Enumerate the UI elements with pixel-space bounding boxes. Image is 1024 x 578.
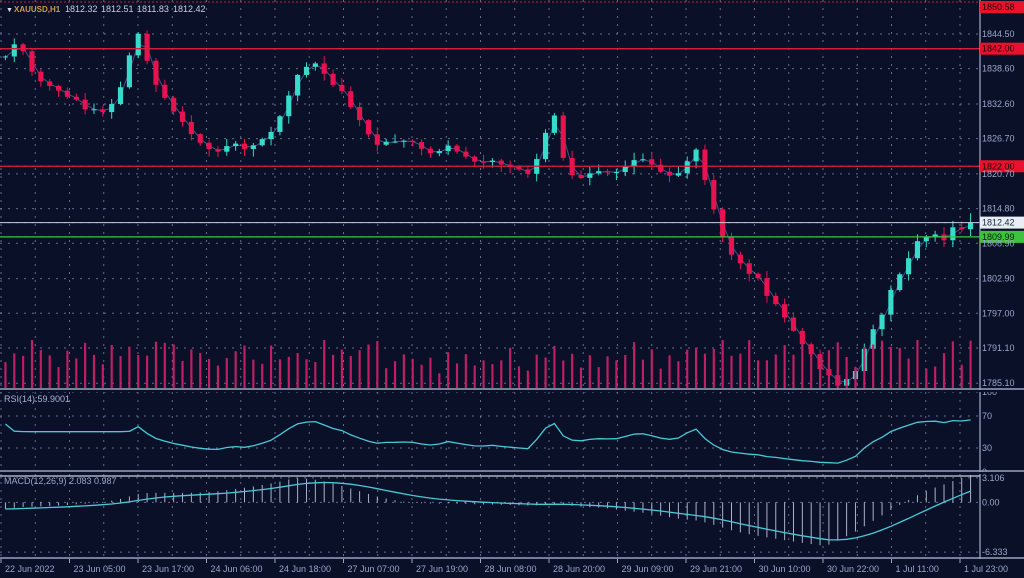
svg-text:1812.51: 1812.51 xyxy=(101,4,134,14)
svg-text:27 Jun 07:00: 27 Jun 07:00 xyxy=(348,564,400,574)
svg-text:1785.10: 1785.10 xyxy=(982,378,1015,388)
svg-text:28 Jun 20:00: 28 Jun 20:00 xyxy=(553,564,605,574)
svg-text:1 Jul 11:00: 1 Jul 11:00 xyxy=(896,564,939,574)
svg-text:28 Jun 08:00: 28 Jun 08:00 xyxy=(485,564,537,574)
svg-text:1797.00: 1797.00 xyxy=(982,308,1015,318)
svg-text:70: 70 xyxy=(982,411,992,421)
svg-text:MACD(12,26,9) 2.083 0.987: MACD(12,26,9) 2.083 0.987 xyxy=(4,476,117,486)
svg-text:1814.80: 1814.80 xyxy=(982,204,1015,214)
svg-text:30 Jun 10:00: 30 Jun 10:00 xyxy=(759,564,811,574)
svg-text:1826.70: 1826.70 xyxy=(982,134,1015,144)
svg-text:24 Jun 18:00: 24 Jun 18:00 xyxy=(279,564,331,574)
svg-text:1820.70: 1820.70 xyxy=(982,169,1015,179)
svg-text:RSI(14):59.9001: RSI(14):59.9001 xyxy=(4,394,70,404)
svg-text:1802.90: 1802.90 xyxy=(982,274,1015,284)
svg-text:XAUUSD,H1: XAUUSD,H1 xyxy=(14,5,61,14)
svg-text:1812.42: 1812.42 xyxy=(982,218,1015,228)
svg-text:1844.50: 1844.50 xyxy=(982,29,1015,39)
svg-text:1 Jul 23:00: 1 Jul 23:00 xyxy=(964,564,1008,574)
svg-text:29 Jun 09:00: 29 Jun 09:00 xyxy=(622,564,674,574)
svg-text:23 Jun 05:00: 23 Jun 05:00 xyxy=(74,564,126,574)
svg-text:3.106: 3.106 xyxy=(982,474,1005,483)
svg-text:29 Jun 21:00: 29 Jun 21:00 xyxy=(690,564,742,574)
svg-text:1811.83: 1811.83 xyxy=(137,4,169,14)
svg-text:▼: ▼ xyxy=(6,7,13,14)
svg-text:1842.00: 1842.00 xyxy=(982,44,1015,54)
svg-text:30 Jun 22:00: 30 Jun 22:00 xyxy=(827,564,879,574)
svg-text:1838.60: 1838.60 xyxy=(982,64,1015,74)
svg-text:100: 100 xyxy=(982,392,997,397)
svg-text:1812.32: 1812.32 xyxy=(65,4,98,14)
svg-text:1808.90: 1808.90 xyxy=(982,238,1015,248)
svg-text:24 Jun 06:00: 24 Jun 06:00 xyxy=(211,564,263,574)
svg-text:30: 30 xyxy=(982,443,992,453)
svg-text:23 Jun 17:00: 23 Jun 17:00 xyxy=(142,564,194,574)
svg-text:1850.58: 1850.58 xyxy=(982,2,1015,12)
svg-text:0.00: 0.00 xyxy=(982,497,1000,507)
svg-text:27 Jun 19:00: 27 Jun 19:00 xyxy=(416,564,468,574)
svg-text:-6.333: -6.333 xyxy=(982,547,1008,557)
svg-text:1812.42: 1812.42 xyxy=(173,4,206,14)
svg-text:1832.60: 1832.60 xyxy=(982,99,1015,109)
svg-text:22 Jun 2022: 22 Jun 2022 xyxy=(5,564,55,574)
svg-text:1791.10: 1791.10 xyxy=(982,343,1015,353)
